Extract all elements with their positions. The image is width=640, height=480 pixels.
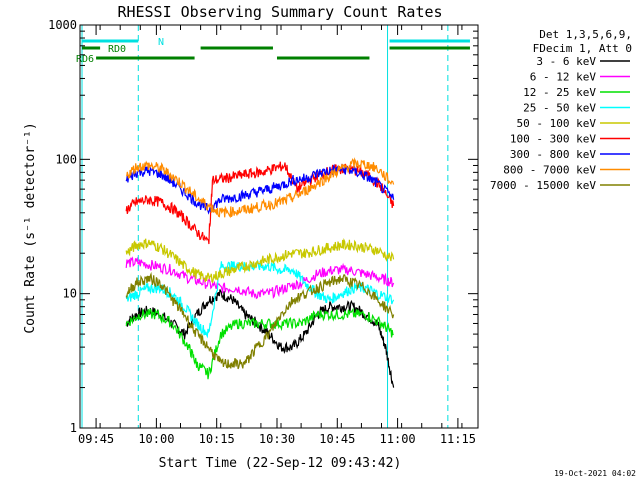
- legend-label-5: 100 - 300 keV: [510, 133, 596, 146]
- legend-label-2: 12 - 25 keV: [523, 86, 596, 99]
- bar-label-rd0: RD0: [108, 44, 126, 55]
- chart-title: RHESSI Observing Summary Count Rates: [117, 3, 442, 21]
- legend-label-4: 50 - 100 keV: [517, 117, 597, 130]
- legend-header-1: FDecim 1, Att 0: [533, 42, 632, 55]
- y-tick-label-2: 100: [55, 152, 77, 166]
- footer-timestamp: 19-Oct-2021 04:02: [554, 469, 636, 478]
- y-tick-label-1: 10: [63, 287, 77, 301]
- legend-label-6: 300 - 800 keV: [510, 148, 596, 161]
- legend-label-8: 7000 - 15000 keV: [490, 179, 596, 192]
- x-tick-label-0: 09:45: [78, 432, 114, 446]
- x-tick-label-6: 11:15: [440, 432, 476, 446]
- x-tick-label-3: 10:30: [259, 432, 295, 446]
- x-tick-label-2: 10:15: [199, 432, 235, 446]
- x-axis-label: Start Time (22-Sep-12 09:43:42): [159, 456, 402, 471]
- y-tick-label-3: 1000: [48, 18, 77, 32]
- legend-label-7: 800 - 7000 keV: [503, 164, 596, 177]
- series-line-4: [125, 238, 395, 284]
- series-line-8: [125, 271, 395, 370]
- legend: Det 1,3,5,6,9,FDecim 1, Att 03 - 6 keV 6 …: [490, 28, 632, 192]
- legend-label-0: 3 - 6 keV: [536, 55, 596, 68]
- series-line-6: [125, 163, 395, 215]
- x-tick-label-4: 10:45: [319, 432, 355, 446]
- x-tick-label-5: 11:00: [380, 432, 416, 446]
- y-tick-label-0: 1: [70, 421, 77, 435]
- legend-label-3: 25 - 50 keV: [523, 102, 596, 115]
- bar-label-rd6: RD6: [76, 54, 94, 65]
- series-line-1: [125, 256, 395, 300]
- axes-layer: 1 10 100 1000 09:45 10:00 10:15 10:30 10:45 11:00…: [48, 18, 479, 446]
- y-axis-label: Count Rate (s⁻¹ detector⁻¹): [23, 122, 38, 333]
- axes-frame: [79, 24, 479, 429]
- bar-label-n: N: [158, 37, 164, 48]
- series-line-0: [125, 289, 395, 388]
- series-line-7: [126, 157, 395, 219]
- series-line-2: [125, 307, 394, 380]
- x-tick-label-1: 10:00: [138, 432, 174, 446]
- legend-label-1: 6 - 12 keV: [530, 71, 597, 84]
- legend-header-0: Det 1,3,5,6,9,: [539, 28, 632, 41]
- plot-area: N RD0 RD6: [76, 25, 470, 428]
